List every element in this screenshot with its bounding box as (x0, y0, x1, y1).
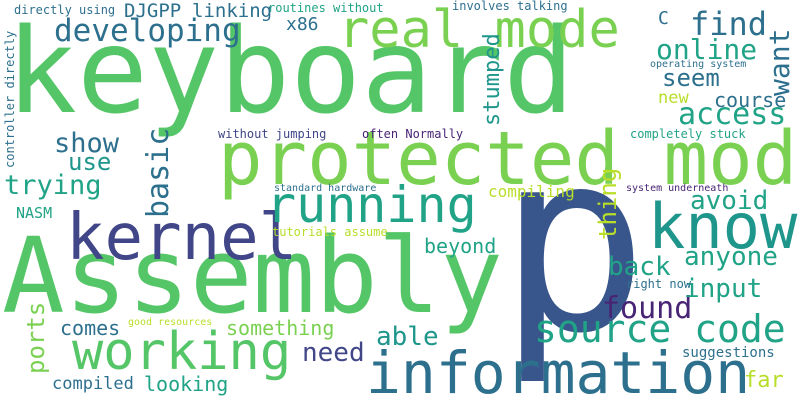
word-x86: x86 (286, 14, 319, 35)
word-running: running (266, 176, 477, 234)
word-directly-using: directly using (14, 3, 116, 17)
word-thing: thing (594, 167, 622, 240)
word-tutorials-assume: tutorials assume (272, 225, 388, 239)
word-compiling: compiling (488, 182, 575, 201)
word-nasm: NASM (16, 204, 53, 222)
word-stumped: stumped (480, 33, 505, 126)
word-use: use (68, 148, 112, 176)
word-able: able (376, 322, 439, 352)
word-p: p (498, 97, 649, 388)
word-controller-directly: controller directly (3, 30, 17, 168)
word-want: want (763, 28, 796, 96)
word-keyboard: keyboard (6, 2, 575, 140)
word-show: show (54, 128, 120, 159)
word-access: access (678, 97, 787, 132)
word-routines-without: routines without (268, 1, 384, 15)
word-real-mode: real mode (338, 0, 620, 60)
word-linking: linking (192, 0, 273, 22)
word-anyone: anyone (684, 242, 778, 272)
word-kernel: kernel (66, 201, 298, 275)
word-working: working (72, 322, 292, 382)
word-completely-stuck: completely stuck (630, 127, 746, 141)
word-seem: seem (662, 64, 720, 92)
word-good-resources: good resources (128, 317, 213, 328)
word-standard-hardware: standard hardware (274, 183, 377, 194)
word-something: something (226, 316, 335, 340)
word-ports: ports (22, 301, 50, 374)
word-comes: comes (60, 316, 121, 340)
word-system-underneath: system underneath (626, 183, 729, 194)
word-course: course (714, 88, 787, 112)
word-involves-talking: involves talking (452, 0, 568, 13)
word-protected-mode: protected mode (218, 116, 800, 202)
word-information: information (366, 339, 751, 400)
word-beyond: beyond (424, 234, 497, 258)
word-found: found (602, 291, 693, 326)
word-often-normally: often Normally (362, 127, 464, 141)
word-basic: basic (141, 127, 176, 218)
word-djgpp: DJGPP (124, 0, 182, 22)
word-source-code: source code (534, 307, 786, 351)
word-need: need (302, 338, 365, 368)
word-compiled: compiled (52, 374, 134, 394)
word-c: C (658, 8, 669, 29)
word-input: input (684, 274, 763, 304)
word-back: back (608, 252, 671, 282)
word-avoid: avoid (690, 186, 769, 216)
word-trying: trying (4, 170, 102, 201)
word-right-now: right now (626, 277, 692, 291)
word-looking: looking (144, 372, 229, 396)
word-find: find (690, 5, 768, 43)
word-suggestions: suggestions (682, 345, 775, 361)
word-online: online (656, 33, 758, 66)
word-without-jumping: without jumping (218, 127, 327, 141)
word-new: new (658, 88, 689, 108)
word-developing: developing (54, 13, 241, 49)
word-assembly: Assembly (2, 215, 503, 337)
word-far: far (744, 368, 784, 393)
word-operating-system: operating system (650, 59, 747, 70)
word-know: know (648, 190, 798, 263)
